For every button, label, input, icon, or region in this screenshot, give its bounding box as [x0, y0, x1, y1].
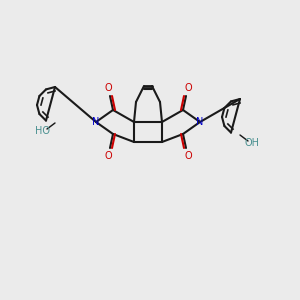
Text: N: N: [196, 117, 204, 127]
Text: O: O: [104, 151, 112, 161]
Text: O: O: [104, 83, 112, 93]
Text: N: N: [92, 117, 100, 127]
Text: OH: OH: [244, 138, 260, 148]
Text: HO: HO: [35, 126, 50, 136]
Text: O: O: [184, 83, 192, 93]
Text: O: O: [184, 151, 192, 161]
